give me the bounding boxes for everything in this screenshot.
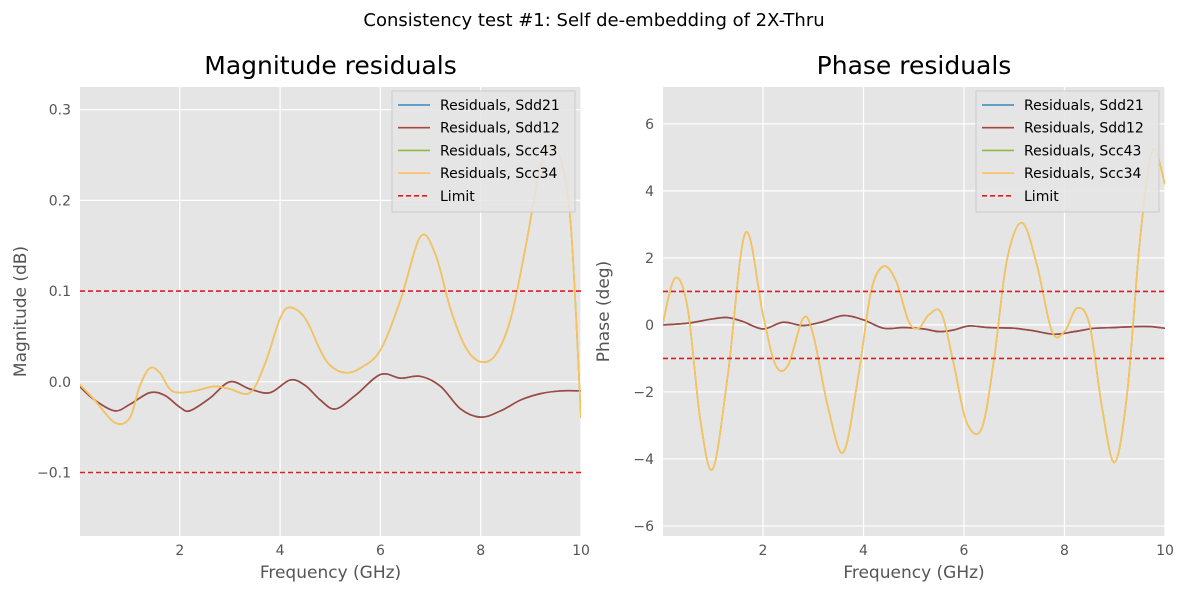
y-tick-label: 0 (645, 318, 654, 334)
x-axis-label: Frequency (GHz) (843, 563, 984, 583)
legend-box (391, 90, 576, 213)
x-tick-label: 2 (175, 543, 184, 559)
x-tick-label: 4 (276, 543, 285, 559)
legend-label-residuals-sdd12: Residuals, Sdd12 (440, 121, 560, 137)
x-tick-label: 4 (859, 543, 868, 559)
chart-panels: 2 4 6 8 10 −0.1 0.0 0.1 0.2 0.3 Magnitude residual… (11, 51, 1174, 583)
legend-label-limit: Limit (1024, 189, 1059, 205)
legend-label-residuals-scc43: Residuals, Scc43 (440, 143, 557, 159)
series-lines (663, 148, 1165, 471)
y-tick-label: 4 (645, 184, 654, 200)
y-tick-label: −6 (633, 519, 654, 535)
series-line-residuals-sdd12 (80, 373, 581, 418)
x-axis-label: Frequency (GHz) (260, 563, 401, 583)
chart-title: Phase residuals (817, 51, 1012, 80)
x-tick-label: 2 (759, 543, 768, 559)
legend-box (975, 90, 1160, 213)
legend-label-residuals-scc34: Residuals, Scc34 (440, 166, 558, 182)
legend-label-residuals-sdd21: Residuals, Sdd21 (1024, 98, 1144, 114)
series-line-residuals-sdd12 (663, 314, 1165, 336)
y-tick-label: −0.1 (37, 466, 71, 482)
x-tick-label: 6 (960, 543, 969, 559)
x-tick-label: 6 (376, 543, 385, 559)
y-tick-label: 0.2 (49, 193, 71, 209)
series-lines (80, 143, 581, 474)
x-tick-label: 8 (1060, 543, 1069, 559)
y-tick-label: 0.0 (49, 375, 71, 391)
y-tick-label: 0.3 (49, 103, 71, 119)
legend-label-residuals-sdd12: Residuals, Sdd12 (1024, 121, 1144, 137)
chart-title: Magnitude residuals (204, 51, 456, 80)
series-line-residuals-scc34 (663, 148, 1165, 471)
x-tick-label: 8 (476, 543, 485, 559)
y-axis-label: Phase (deg) (594, 261, 614, 362)
legend-label-residuals-scc43: Residuals, Scc43 (1024, 143, 1141, 159)
y-tick-label: 2 (645, 251, 654, 267)
y-tick-label: −2 (633, 385, 654, 401)
y-axis-label: Magnitude (dB) (11, 246, 31, 377)
series-line-residuals-scc34 (80, 143, 581, 425)
legend: Residuals, Sdd21 Residuals, Sdd12 Residual… (975, 90, 1160, 213)
y-tick-label: 0.1 (49, 284, 71, 300)
legend-label-residuals-scc34: Residuals, Scc34 (1024, 166, 1142, 182)
y-tick-label: 6 (645, 117, 654, 133)
x-tick-label: 10 (1156, 543, 1174, 559)
y-tick-label: −4 (633, 452, 654, 468)
legend: Residuals, Sdd21 Residuals, Sdd12 Residual… (391, 90, 576, 213)
chart-panel-2: 2 4 6 8 10 −6 −4 −2 0 2 4 6 Phase residuals Frequency… (594, 51, 1174, 583)
chart-panel-1: 2 4 6 8 10 −0.1 0.0 0.1 0.2 0.3 Magnitude residual… (11, 51, 590, 583)
legend-label-residuals-sdd21: Residuals, Sdd21 (440, 98, 560, 114)
legend-label-limit: Limit (440, 189, 475, 205)
x-tick-label: 10 (572, 543, 590, 559)
figure-title: Consistency test #1: Self de-embedding o… (363, 10, 824, 31)
